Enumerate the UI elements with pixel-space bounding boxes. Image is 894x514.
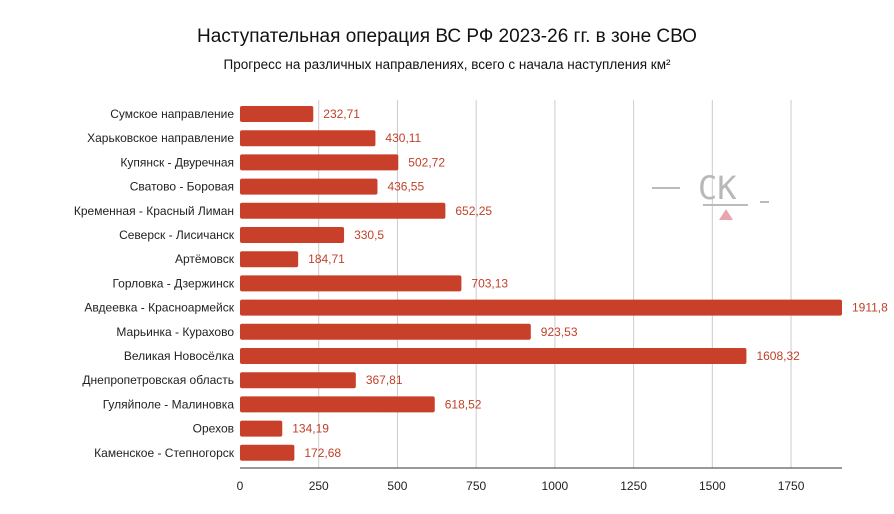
data-label: 436,55 — [387, 180, 424, 194]
data-label: 134,19 — [292, 422, 329, 436]
bar — [240, 444, 295, 461]
data-label: 184,71 — [308, 252, 345, 266]
category-label: Орехов — [193, 422, 234, 436]
watermark-logo: СК — [652, 169, 769, 220]
category-label: Кременная - Красный Лиман — [74, 204, 234, 218]
category-label: Великая Новосёлка — [124, 349, 234, 363]
data-label: 172,68 — [304, 446, 341, 460]
chart-title: Наступательная операция ВС РФ 2023-26 гг… — [197, 26, 697, 47]
x-axis-tick-labels: 0 250 500 750 1000 1250 1500 1750 — [237, 479, 805, 493]
bar — [240, 323, 531, 340]
bar — [240, 178, 378, 195]
category-label: Горловка - Дзержинск — [112, 276, 234, 290]
x-tick-label: 250 — [309, 479, 329, 493]
bar — [240, 130, 376, 147]
bar — [240, 348, 747, 364]
x-tick-label: 1250 — [620, 479, 647, 493]
data-label: 923,53 — [541, 325, 578, 339]
x-tick-label: 1500 — [699, 479, 726, 493]
data-label: 430,11 — [385, 131, 421, 145]
data-label: 703,13 — [471, 276, 508, 290]
bar — [240, 396, 435, 413]
category-label: Артёмовск — [175, 252, 235, 266]
category-label: Харьковское направление — [87, 131, 234, 145]
x-tick-label: 500 — [387, 479, 407, 493]
data-label: 330,5 — [354, 228, 384, 242]
category-label: Авдеевка - Красноармейск — [84, 301, 234, 315]
category-label: Гуляйполе - Малиновка — [103, 397, 235, 411]
data-label: 367,81 — [366, 373, 403, 387]
data-label: 502,72 — [408, 155, 445, 169]
data-label: 232,71 — [323, 107, 360, 121]
category-label: Каменское - Степногорск — [94, 446, 235, 460]
data-label: 1911,8 — [852, 301, 888, 315]
bars — [240, 106, 842, 461]
category-label: Купянск - Двуречная — [120, 155, 234, 169]
category-labels: Сумское направление Харьковское направлен… — [74, 107, 235, 460]
bar — [240, 154, 399, 171]
category-label: Марьинка - Курахово — [116, 325, 234, 339]
data-label: 652,25 — [455, 204, 492, 218]
category-label: Сумское направление — [110, 107, 234, 121]
category-label: Северск - Лисичанск — [119, 228, 235, 242]
bar — [240, 106, 314, 122]
bar — [240, 420, 283, 437]
category-label: Днепропетровская область — [82, 373, 234, 387]
watermark-triangle-icon — [719, 209, 733, 220]
chart-subtitle: Прогресс на различных направлениях, всег… — [223, 57, 671, 72]
x-tick-label: 750 — [466, 479, 486, 493]
category-label: Сватово - Боровая — [130, 180, 234, 194]
bar — [240, 275, 462, 292]
bar — [240, 251, 299, 268]
x-tick-label: 1750 — [778, 479, 805, 493]
bar — [240, 202, 446, 219]
watermark-text: СК — [698, 169, 737, 207]
bar — [240, 299, 842, 316]
value-labels: 232,71 430,11 502,72 436,55 652,25 330,5 184,7… — [292, 107, 888, 460]
x-tick-label: 1000 — [542, 479, 569, 493]
bar — [240, 227, 345, 243]
x-tick-label: 0 — [237, 479, 244, 493]
bar — [240, 372, 356, 389]
data-label: 1608,32 — [756, 349, 800, 363]
data-label: 618,52 — [445, 397, 482, 411]
